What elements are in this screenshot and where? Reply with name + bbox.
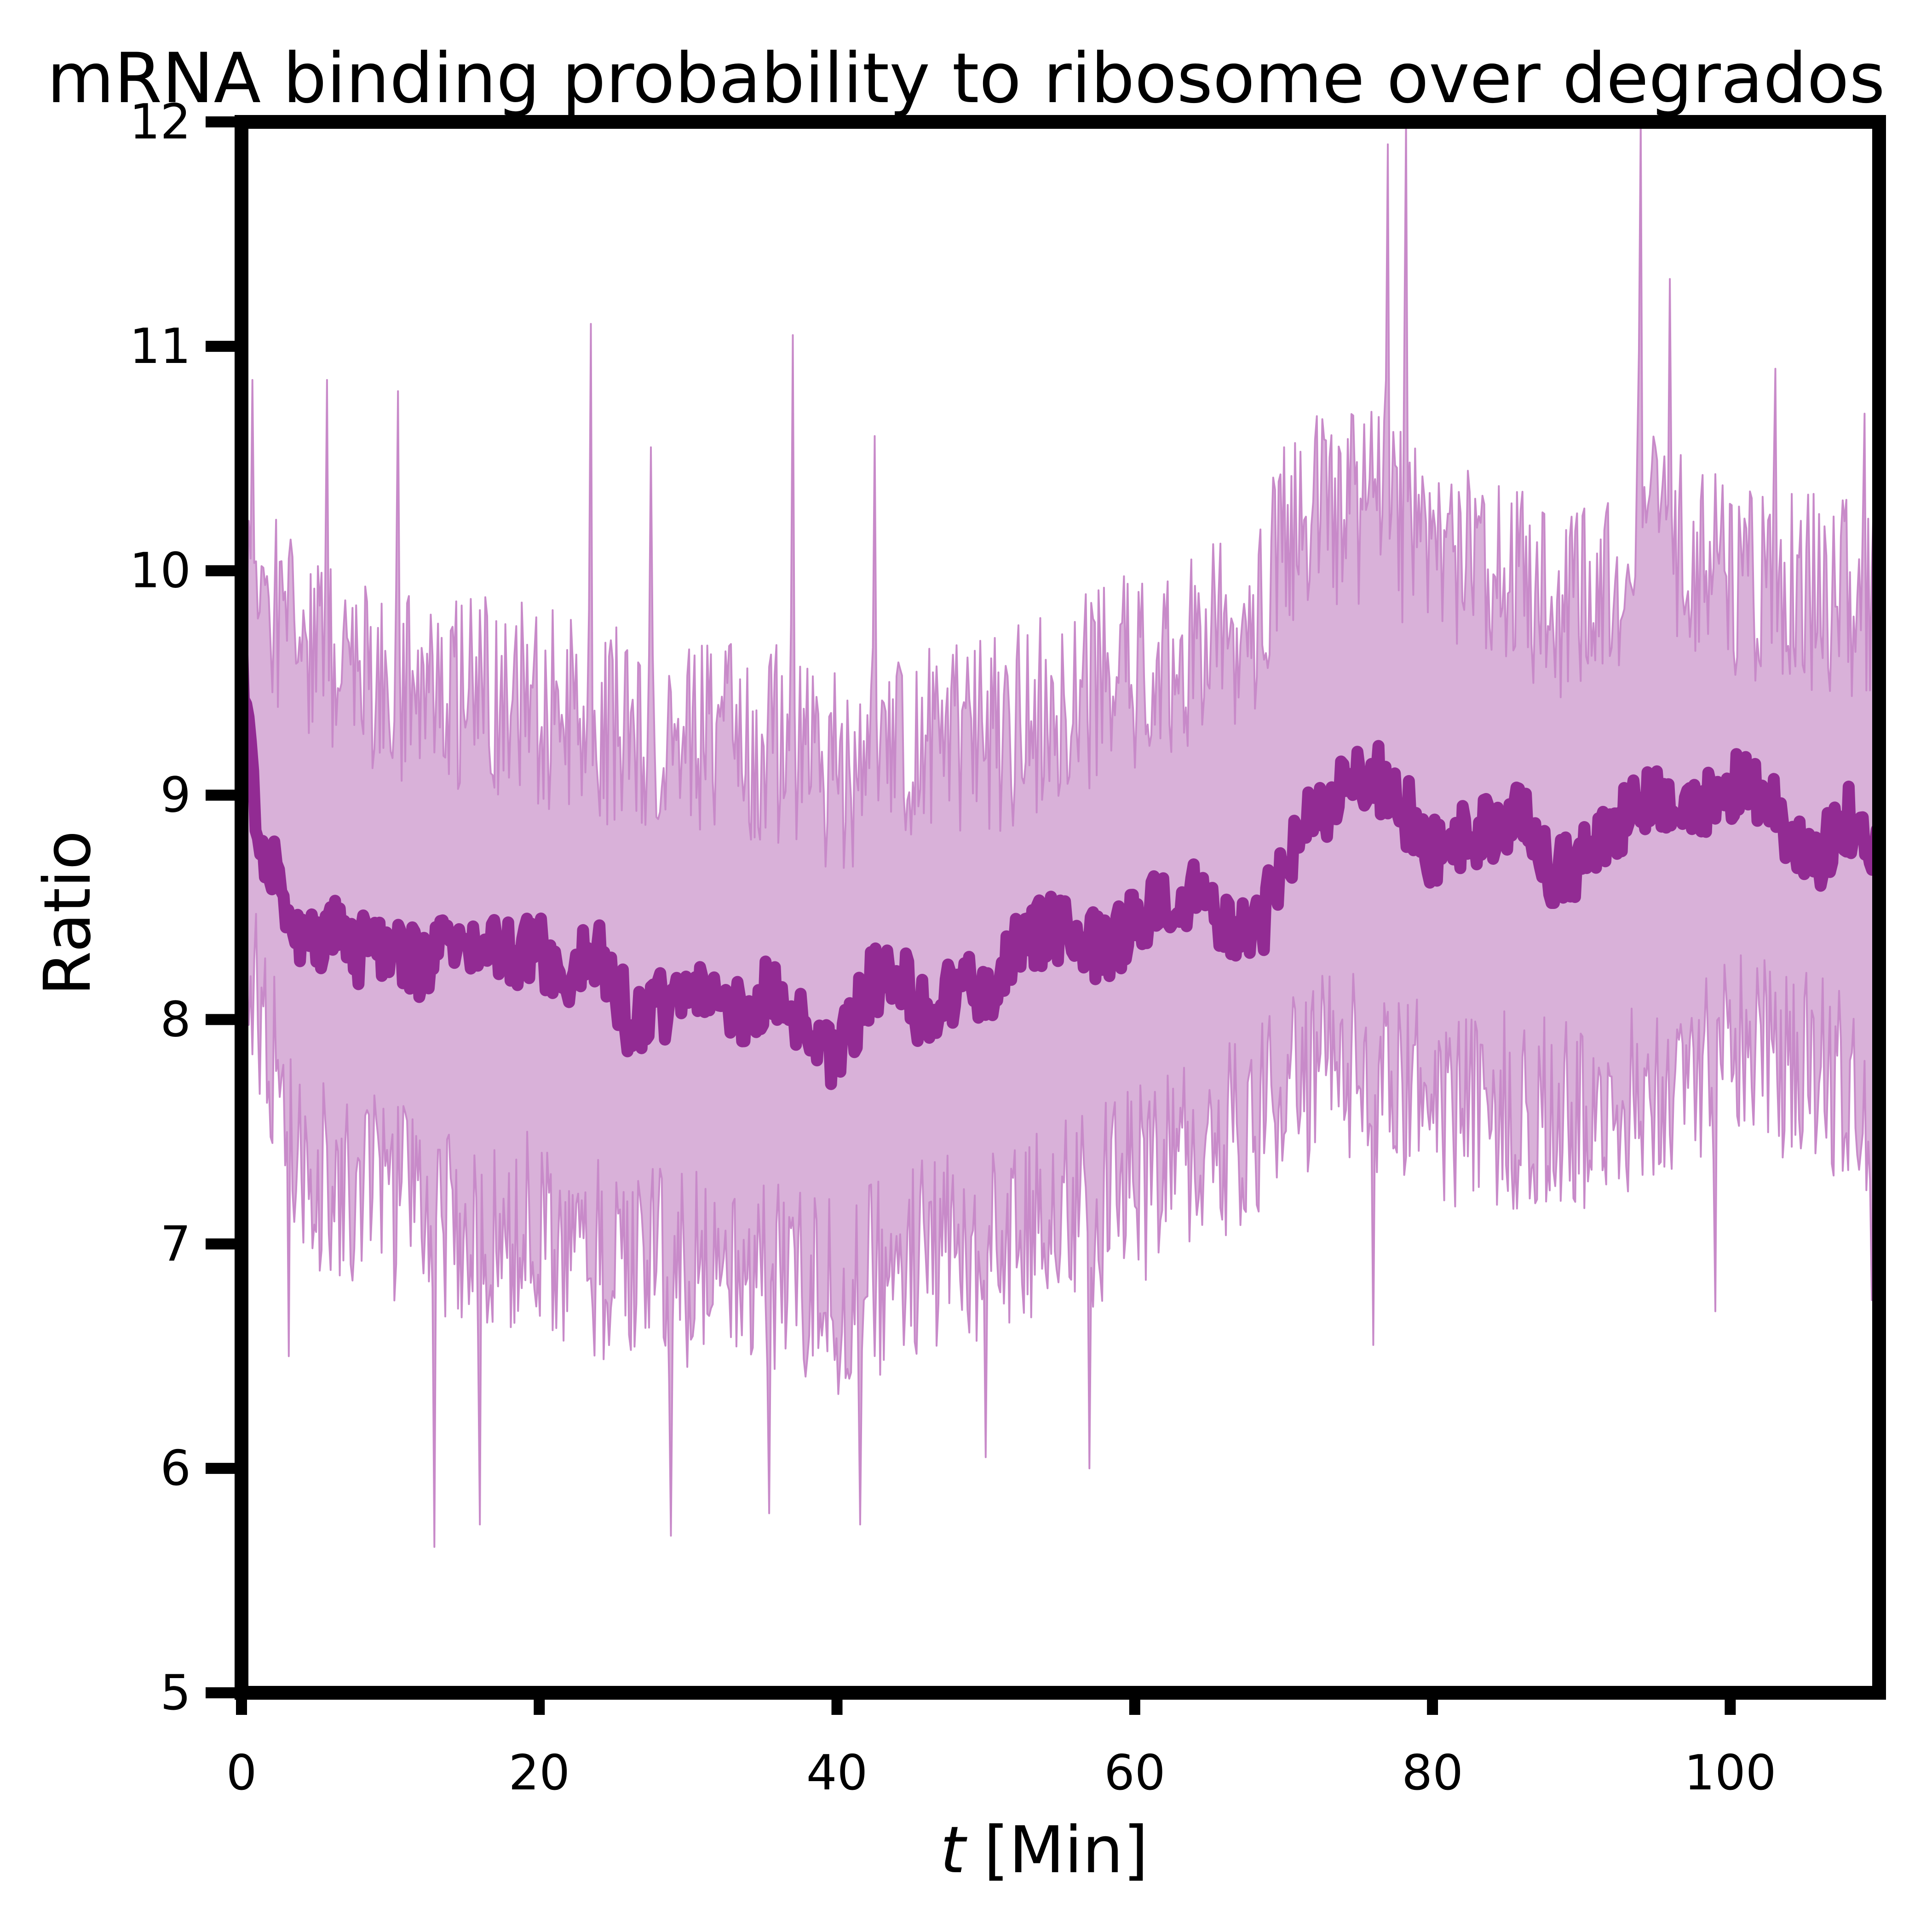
y-tick-label: 11	[129, 318, 191, 374]
x-tick-label: 40	[806, 1745, 868, 1801]
chart-title: mRNA binding probability to ribosome ove…	[47, 39, 1885, 119]
y-tick-label: 6	[160, 1440, 191, 1496]
y-tick-label: 10	[129, 543, 191, 599]
y-tick-label: 8	[160, 991, 191, 1047]
x-axis-unit: [Min]	[984, 1813, 1149, 1888]
ticks: 0 20 40 60 80 100 5 6 7 8 9 10 11 12	[129, 94, 1776, 1801]
x-axis-label: t [Min]	[940, 1813, 1149, 1888]
x-tick-label: 0	[226, 1745, 257, 1801]
x-tick-label: 60	[1104, 1745, 1166, 1801]
mean-series-line	[236, 620, 1885, 1090]
y-tick-label: 9	[160, 767, 191, 823]
plot-area	[236, 121, 1885, 1548]
y-tick-label: 5	[160, 1665, 191, 1721]
confidence-band	[241, 121, 1880, 1548]
y-tick-label: 7	[160, 1216, 191, 1272]
y-axis-label: Ratio	[30, 830, 105, 995]
y-tick-label: 12	[129, 94, 191, 150]
x-tick-label: 20	[508, 1745, 570, 1801]
x-axis-variable: t	[940, 1813, 968, 1888]
x-tick-label: 100	[1684, 1745, 1776, 1801]
x-tick-label: 80	[1402, 1745, 1463, 1801]
axes-frame	[235, 115, 1886, 1700]
axes	[235, 115, 1886, 1700]
